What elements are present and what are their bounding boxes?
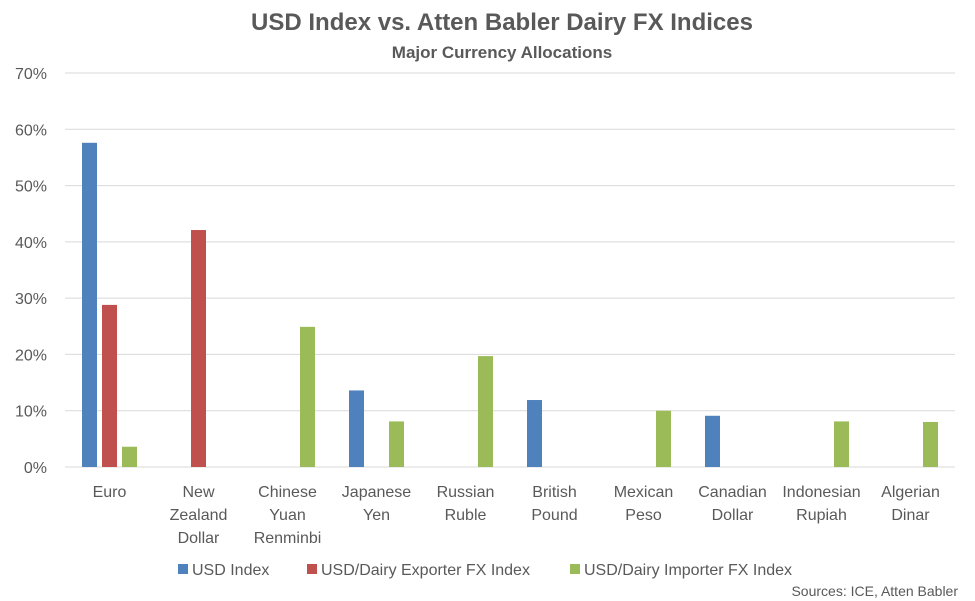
x-tick-label: Canadian Dollar	[698, 484, 767, 524]
bar	[834, 421, 849, 467]
x-tick-label: New Zealand Dollar	[170, 484, 228, 547]
chart-subtitle: Major Currency Allocations	[392, 43, 612, 62]
gridlines	[65, 72, 955, 412]
x-tick-label: Indonesian Rupiah	[782, 484, 860, 524]
source-note: Sources: ICE, Atten Babler	[791, 583, 958, 599]
bar	[527, 400, 542, 467]
legend-label: USD Index	[192, 562, 269, 579]
bar	[923, 421, 938, 467]
legend-swatch	[178, 564, 188, 574]
chart-title: USD Index vs. Atten Babler Dairy FX Indi…	[251, 9, 753, 36]
legend-label: USD/Dairy Importer FX Index	[584, 562, 792, 579]
legend-swatch	[307, 564, 317, 574]
x-tick-label: Mexican Peso	[614, 484, 674, 524]
bars	[82, 142, 938, 467]
bar	[191, 230, 206, 467]
y-tick-label: 50%	[15, 179, 47, 196]
x-tick-label: British Pound	[531, 484, 577, 524]
legend: USD Index USD/Dairy Exporter FX Index USD/…	[178, 562, 792, 579]
y-tick-label: 10%	[15, 404, 47, 421]
bar	[349, 390, 364, 467]
x-tick-label: Euro	[93, 484, 127, 501]
legend-label: USD/Dairy Exporter FX Index	[321, 562, 530, 579]
y-tick-label: 70%	[15, 66, 47, 83]
bar	[122, 446, 137, 467]
y-tick-label: 20%	[15, 347, 47, 364]
x-tick-label: Algerian Dinar	[881, 484, 940, 524]
bar	[300, 326, 315, 467]
x-tick-label: Russian Ruble	[437, 484, 495, 524]
y-tick-label: 60%	[15, 122, 47, 139]
y-tick-label: 30%	[15, 291, 47, 308]
bar	[82, 142, 97, 467]
bar	[656, 410, 671, 467]
x-tick-label: Japanese Yen	[342, 484, 411, 524]
bar	[102, 304, 117, 467]
bar	[389, 421, 404, 467]
x-tick-label: Chinese Yuan Renminbi	[254, 484, 322, 547]
legend-swatch	[570, 564, 580, 574]
y-tick-label: 40%	[15, 235, 47, 252]
bar	[705, 415, 720, 467]
category-labels: Euro New Zealand Dollar Chinese Yuan Renminbi J…	[93, 484, 940, 547]
bar	[478, 356, 493, 467]
y-axis-ticks: 0% 10% 20% 30% 40% 50% 60% 70%	[15, 66, 47, 477]
y-tick-label: 0%	[24, 460, 47, 477]
